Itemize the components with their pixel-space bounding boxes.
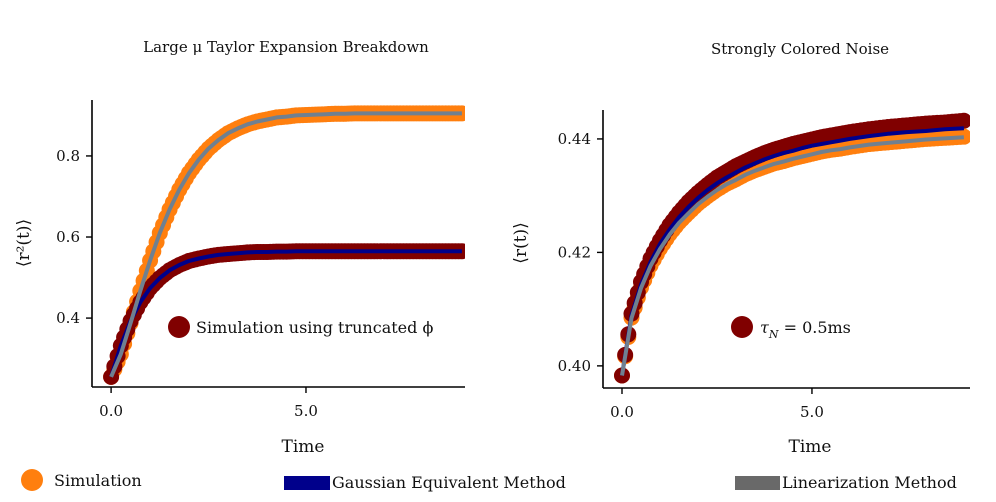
annotation-marker xyxy=(731,316,753,338)
annotation-label: τN = 0.5ms xyxy=(760,318,851,341)
legend-item-gaussian: Gaussian Equivalent Method xyxy=(284,473,566,492)
series-3 xyxy=(620,135,965,376)
series-1 xyxy=(103,243,465,385)
annotation-symbol: τ xyxy=(760,318,770,337)
data-point xyxy=(955,112,970,129)
annotation-marker xyxy=(168,316,190,338)
y-tick-label: 0.40 xyxy=(558,357,591,375)
plot-area xyxy=(103,105,465,385)
y-tick-label: 0.42 xyxy=(558,243,591,261)
y-axis-label: ⟨r²(t)⟩ xyxy=(14,219,34,267)
legend-label: Simulation xyxy=(54,471,142,490)
data-point xyxy=(613,367,630,384)
annotation-label: Simulation using truncated ϕ xyxy=(196,318,433,337)
y-tick-label: 0.44 xyxy=(558,130,591,148)
x-axis-label: Time xyxy=(282,437,325,457)
legend-marker-circle xyxy=(21,469,43,491)
legend-label: Gaussian Equivalent Method xyxy=(332,473,566,492)
x-tick-label: 0.0 xyxy=(610,403,634,421)
series-2 xyxy=(109,249,462,378)
annotation-subscript: N xyxy=(768,328,779,341)
series-line xyxy=(620,135,965,376)
plot-area xyxy=(613,112,970,384)
series-line xyxy=(109,249,462,378)
x-tick-label: 0.0 xyxy=(99,402,123,420)
y-tick-label: 0.4 xyxy=(56,309,80,327)
series-1 xyxy=(613,112,970,384)
series-2 xyxy=(620,126,965,376)
panel-right: Strongly Colored Noise 0.0 5.0 0.40 0.42 0.4… xyxy=(511,40,970,457)
ticks: 0.0 5.0 0.40 0.42 0.44 xyxy=(558,130,824,421)
chart-title: Large μ Taylor Expansion Breakdown xyxy=(143,38,429,56)
x-tick-label: 5.0 xyxy=(294,402,318,420)
series-0 xyxy=(613,128,970,384)
series-line xyxy=(109,111,462,378)
y-tick-label: 0.6 xyxy=(56,228,80,246)
legend-marker-line xyxy=(735,476,780,490)
chart-title: Strongly Colored Noise xyxy=(711,40,889,58)
y-axis-label: ⟨r(t)⟩ xyxy=(511,222,531,264)
series-line xyxy=(620,126,965,376)
legend: Simulation Gaussian Equivalent Method Li… xyxy=(21,469,957,492)
x-axis-label: Time xyxy=(789,437,832,457)
series-3 xyxy=(109,111,462,378)
legend-item-linearization: Linearization Method xyxy=(735,473,957,492)
legend-label: Linearization Method xyxy=(782,473,957,492)
ticks: 0.0 5.0 0.4 0.6 0.8 xyxy=(56,147,318,420)
panel-left: Large μ Taylor Expansion Breakdown 0.0 5.… xyxy=(14,38,465,457)
legend-marker-line xyxy=(284,476,330,490)
legend-item-simulation: Simulation xyxy=(21,469,142,491)
y-tick-label: 0.8 xyxy=(56,147,80,165)
x-tick-label: 5.0 xyxy=(800,403,824,421)
annotation-value: = 0.5ms xyxy=(778,318,850,337)
